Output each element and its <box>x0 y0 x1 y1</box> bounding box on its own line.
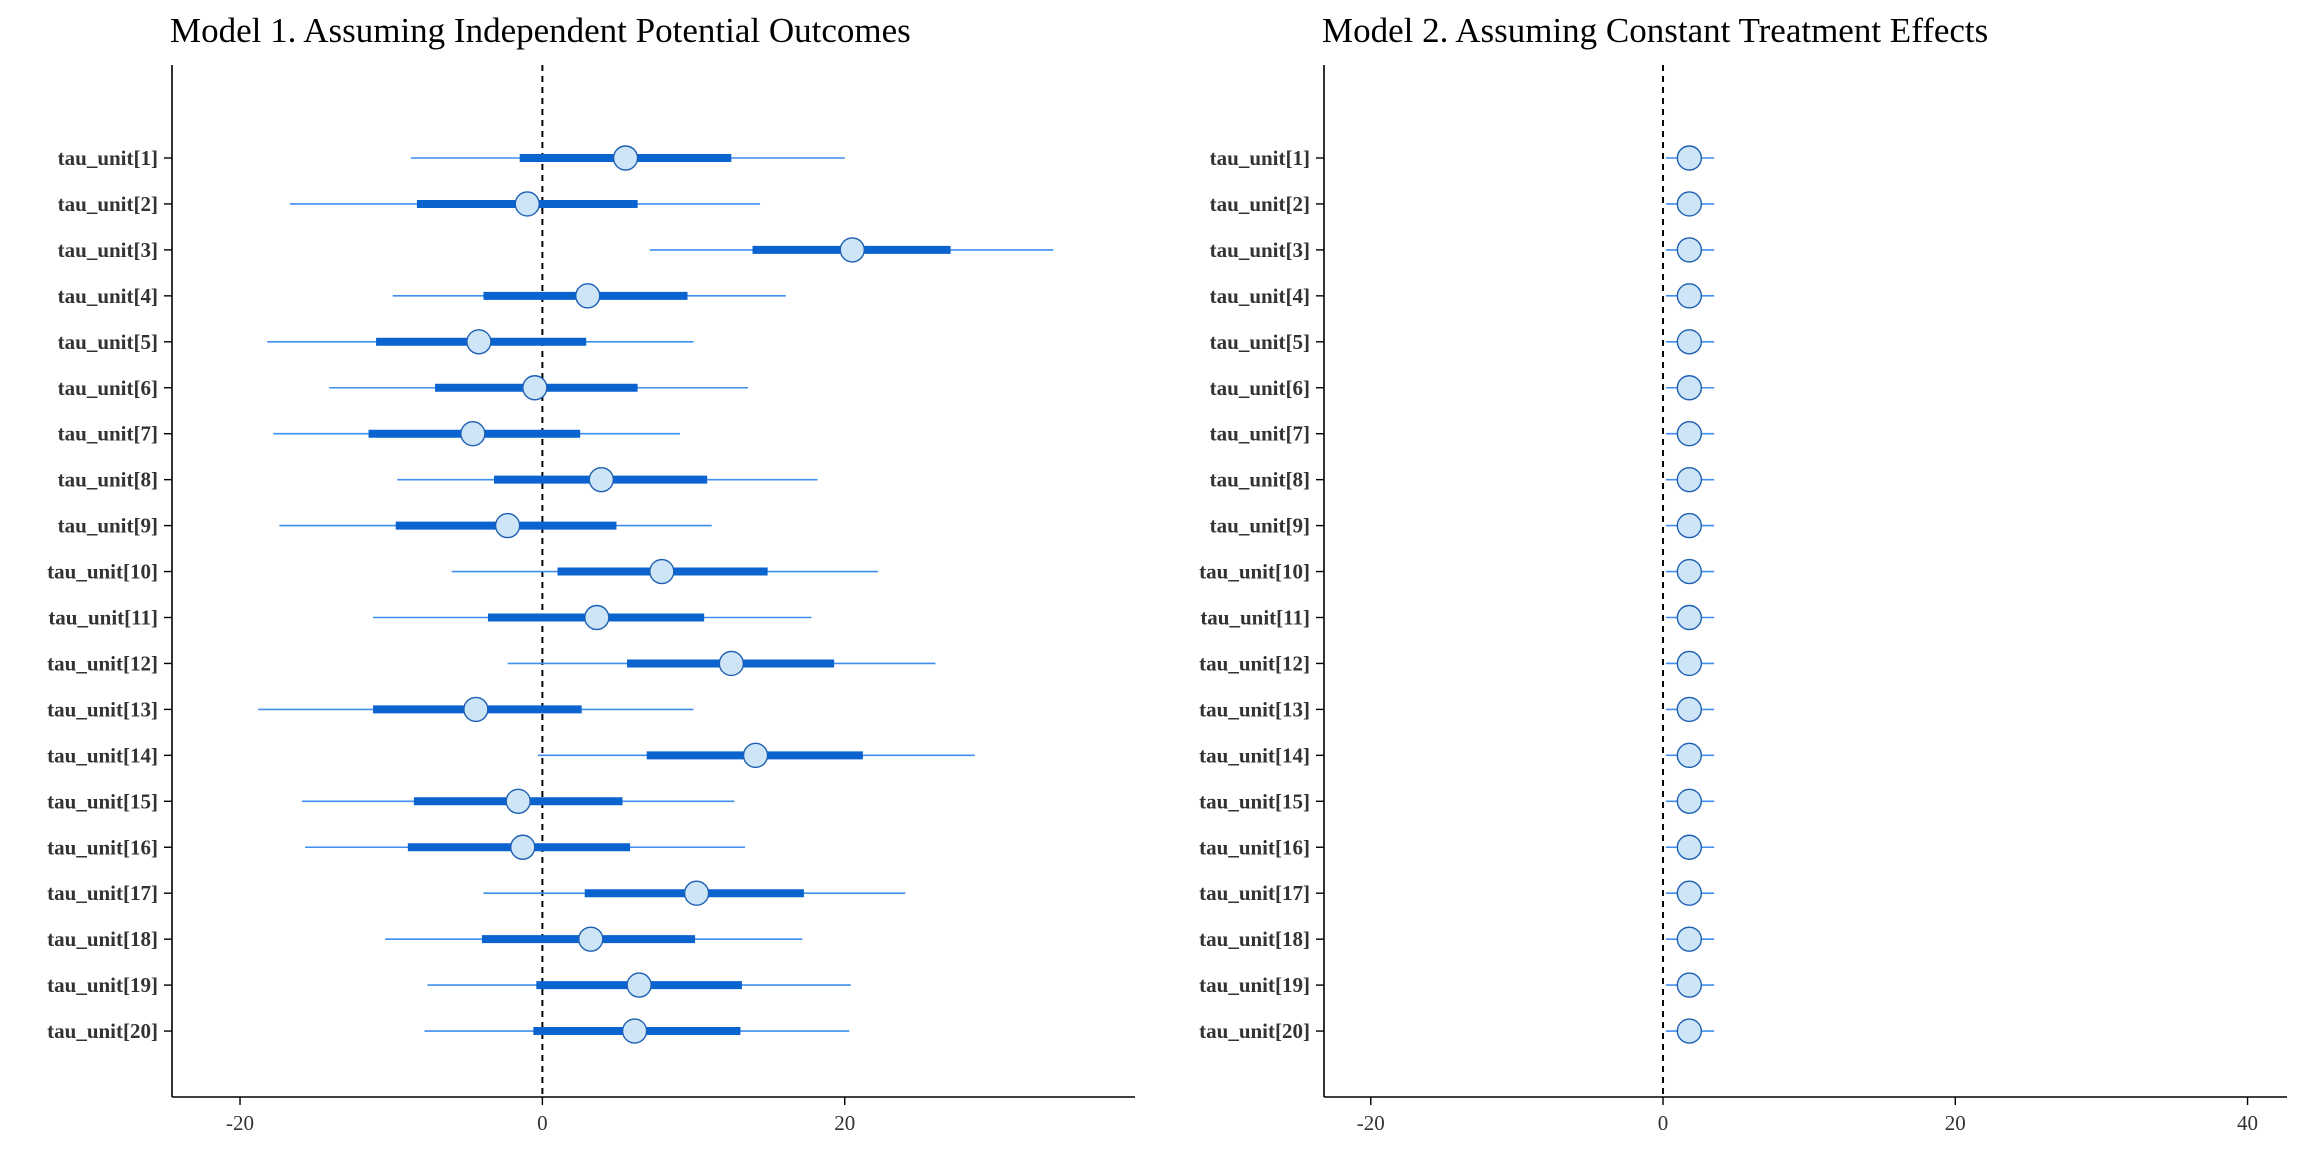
x-tick-label: 0 <box>1658 1111 1669 1135</box>
y-tick-label: tau_unit[5] <box>58 330 158 354</box>
y-tick-label: tau_unit[10] <box>47 560 158 584</box>
median-point <box>1676 145 1703 171</box>
y-tick-label: tau_unit[3] <box>58 238 158 262</box>
chart-model-1: Model 1. Assuming Independent Potential … <box>47 11 1135 1135</box>
y-tick-label: tau_unit[7] <box>58 422 158 446</box>
y-tick-label: tau_unit[12] <box>47 651 158 675</box>
chart-panel-model-2: Model 2. Assuming Constant Treatment Eff… <box>1152 0 2304 1152</box>
median-point <box>1676 329 1703 355</box>
y-tick-label: tau_unit[8] <box>58 468 158 492</box>
median-point <box>584 604 610 631</box>
y-tick-label: tau_unit[13] <box>1199 697 1310 721</box>
median-point <box>1676 1018 1703 1044</box>
y-tick-label: tau_unit[18] <box>1199 927 1310 951</box>
median-point <box>1676 972 1703 998</box>
median-point <box>466 329 492 355</box>
y-tick-label: tau_unit[2] <box>1210 192 1310 216</box>
median-point <box>522 375 548 401</box>
y-tick-label: tau_unit[20] <box>47 1019 158 1043</box>
y-tick-label: tau_unit[1] <box>1210 146 1310 170</box>
y-tick-label: tau_unit[20] <box>1199 1019 1310 1043</box>
y-tick-label: tau_unit[5] <box>1210 330 1310 354</box>
y-tick-label: tau_unit[14] <box>47 743 158 767</box>
chart-model-2: Model 2. Assuming Constant Treatment Eff… <box>1199 11 2287 1135</box>
y-tick-label: tau_unit[18] <box>47 927 158 951</box>
x-tick-label: -20 <box>1357 1111 1385 1135</box>
median-point <box>1676 926 1703 952</box>
median-point <box>1676 237 1703 263</box>
chart-panel-model-1: Model 1. Assuming Independent Potential … <box>47 11 1135 1135</box>
y-tick-label: tau_unit[8] <box>1210 468 1310 492</box>
x-tick-label: 0 <box>537 1111 548 1135</box>
median-point <box>1676 375 1703 401</box>
median-point <box>612 145 639 171</box>
median-point <box>1676 650 1703 677</box>
y-tick-label: tau_unit[4] <box>58 284 158 308</box>
median-point <box>1676 834 1703 860</box>
x-tick-label: 20 <box>834 1111 855 1135</box>
median-point <box>1676 696 1703 723</box>
y-tick-label: tau_unit[6] <box>58 376 158 400</box>
y-tick-label: tau_unit[19] <box>47 973 158 997</box>
y-tick-label: tau_unit[16] <box>1199 835 1310 859</box>
x-tick-label: 20 <box>1945 1111 1966 1135</box>
y-tick-label: tau_unit[11] <box>1200 606 1310 630</box>
median-point <box>649 558 675 585</box>
median-point <box>683 880 710 906</box>
median-point <box>494 512 521 539</box>
y-tick-label: tau_unit[6] <box>1210 376 1310 400</box>
median-point <box>460 421 486 447</box>
y-tick-label: tau_unit[10] <box>1199 560 1310 584</box>
median-point <box>1676 466 1703 493</box>
y-tick-label: tau_unit[7] <box>1210 422 1310 446</box>
median-point <box>1676 742 1703 769</box>
chart-title: Model 1. Assuming Independent Potential … <box>170 11 911 50</box>
median-point <box>505 788 531 814</box>
y-tick-label: tau_unit[1] <box>58 146 158 170</box>
median-point <box>1676 283 1703 309</box>
y-tick-label: tau_unit[19] <box>1199 973 1310 997</box>
y-tick-label: tau_unit[9] <box>1210 514 1310 538</box>
y-tick-label: tau_unit[17] <box>1199 881 1310 905</box>
median-point <box>1676 880 1703 906</box>
median-point <box>1676 421 1703 447</box>
median-point <box>1676 558 1703 585</box>
y-tick-label: tau_unit[11] <box>48 606 158 630</box>
chart-title: Model 2. Assuming Constant Treatment Eff… <box>1322 11 1988 50</box>
median-point <box>621 1018 648 1044</box>
y-tick-label: tau_unit[4] <box>1210 284 1310 308</box>
y-tick-label: tau_unit[17] <box>47 881 158 905</box>
median-point <box>510 834 536 860</box>
x-tick-label: -20 <box>226 1111 254 1135</box>
x-tick-label: 40 <box>2237 1111 2258 1135</box>
y-tick-label: tau_unit[12] <box>1199 651 1310 675</box>
median-point <box>578 926 604 952</box>
median-point <box>575 283 601 309</box>
median-point <box>1676 512 1703 539</box>
median-point <box>742 742 769 769</box>
y-tick-label: tau_unit[9] <box>58 514 158 538</box>
median-point <box>1676 191 1703 217</box>
y-tick-label: tau_unit[16] <box>47 835 158 859</box>
y-tick-label: tau_unit[15] <box>47 789 158 813</box>
y-tick-label: tau_unit[2] <box>58 192 158 216</box>
y-tick-label: tau_unit[14] <box>1199 743 1310 767</box>
median-point <box>839 237 865 263</box>
median-point <box>718 650 745 677</box>
median-point <box>514 191 540 217</box>
median-point <box>588 466 615 493</box>
median-point <box>1676 788 1703 814</box>
median-point <box>463 696 489 723</box>
median-point <box>1676 604 1703 631</box>
y-tick-label: tau_unit[15] <box>1199 789 1310 813</box>
y-tick-label: tau_unit[13] <box>47 697 158 721</box>
y-tick-label: tau_unit[3] <box>1210 238 1310 262</box>
median-point <box>626 972 652 998</box>
